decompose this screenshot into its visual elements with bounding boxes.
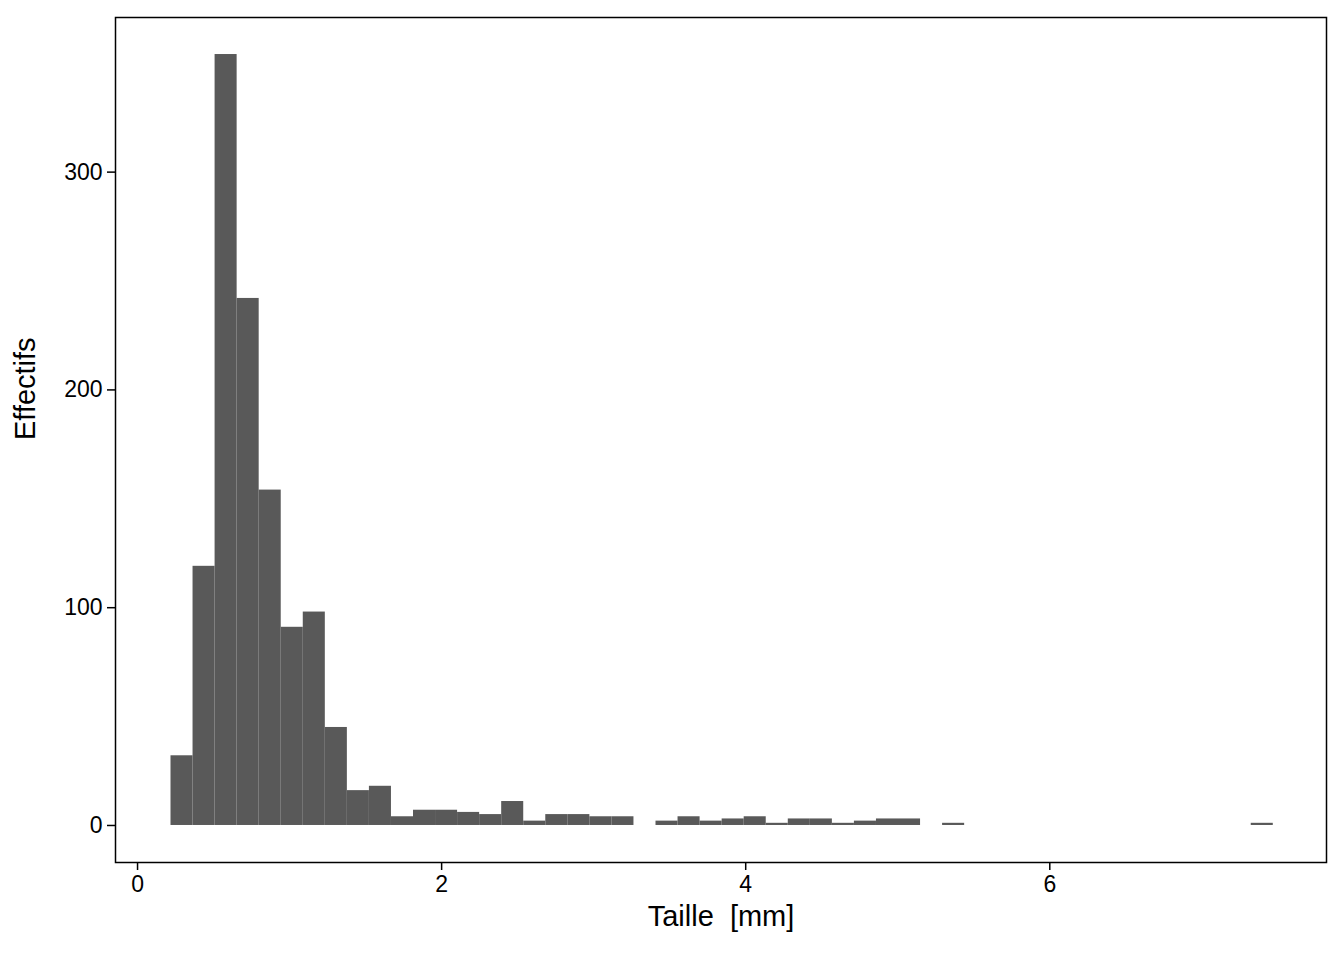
svg-text:4: 4 [739, 871, 752, 897]
svg-text:100: 100 [64, 594, 102, 620]
svg-text:Taille [mm]: Taille [mm] [648, 900, 795, 932]
svg-text:300: 300 [64, 158, 102, 184]
svg-text:Effectifs: Effectifs [9, 337, 41, 440]
svg-text:0: 0 [131, 871, 144, 897]
svg-text:6: 6 [1043, 871, 1056, 897]
svg-text:200: 200 [64, 376, 102, 402]
svg-text:2: 2 [435, 871, 448, 897]
svg-text:0: 0 [90, 812, 103, 838]
